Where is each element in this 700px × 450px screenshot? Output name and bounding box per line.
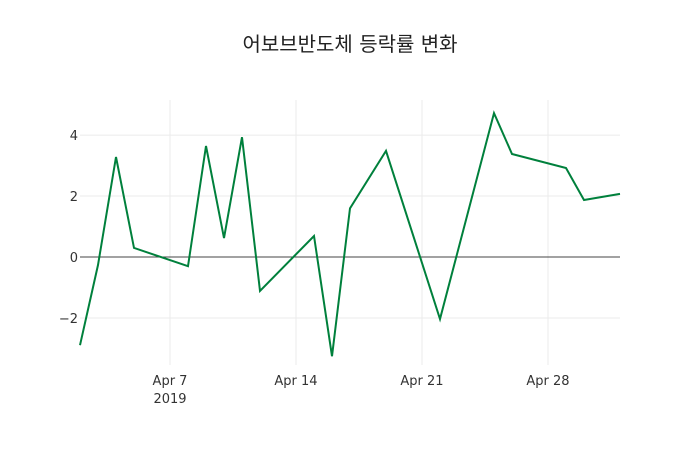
series-line [79,110,621,357]
chart-title: 어보브반도체 등락률 변화 [242,32,458,56]
y-axis-ticks: −2 0 2 4 [59,129,78,327]
y-tick-label: 0 [70,251,78,266]
y-tick-label: 4 [70,129,78,144]
x-axis-ticks: Apr 7 2019 Apr 14 Apr 21 Apr 28 [153,374,570,407]
x-tick-sublabel: 2019 [153,392,186,407]
x-tick-label: Apr 21 [400,374,443,389]
grid-lines [80,100,620,365]
x-tick-label: Apr 28 [526,374,569,389]
x-tick-label: Apr 14 [274,374,317,389]
y-tick-label: 2 [70,190,78,205]
x-tick-label: Apr 7 [153,374,188,389]
y-tick-label: −2 [59,312,78,327]
